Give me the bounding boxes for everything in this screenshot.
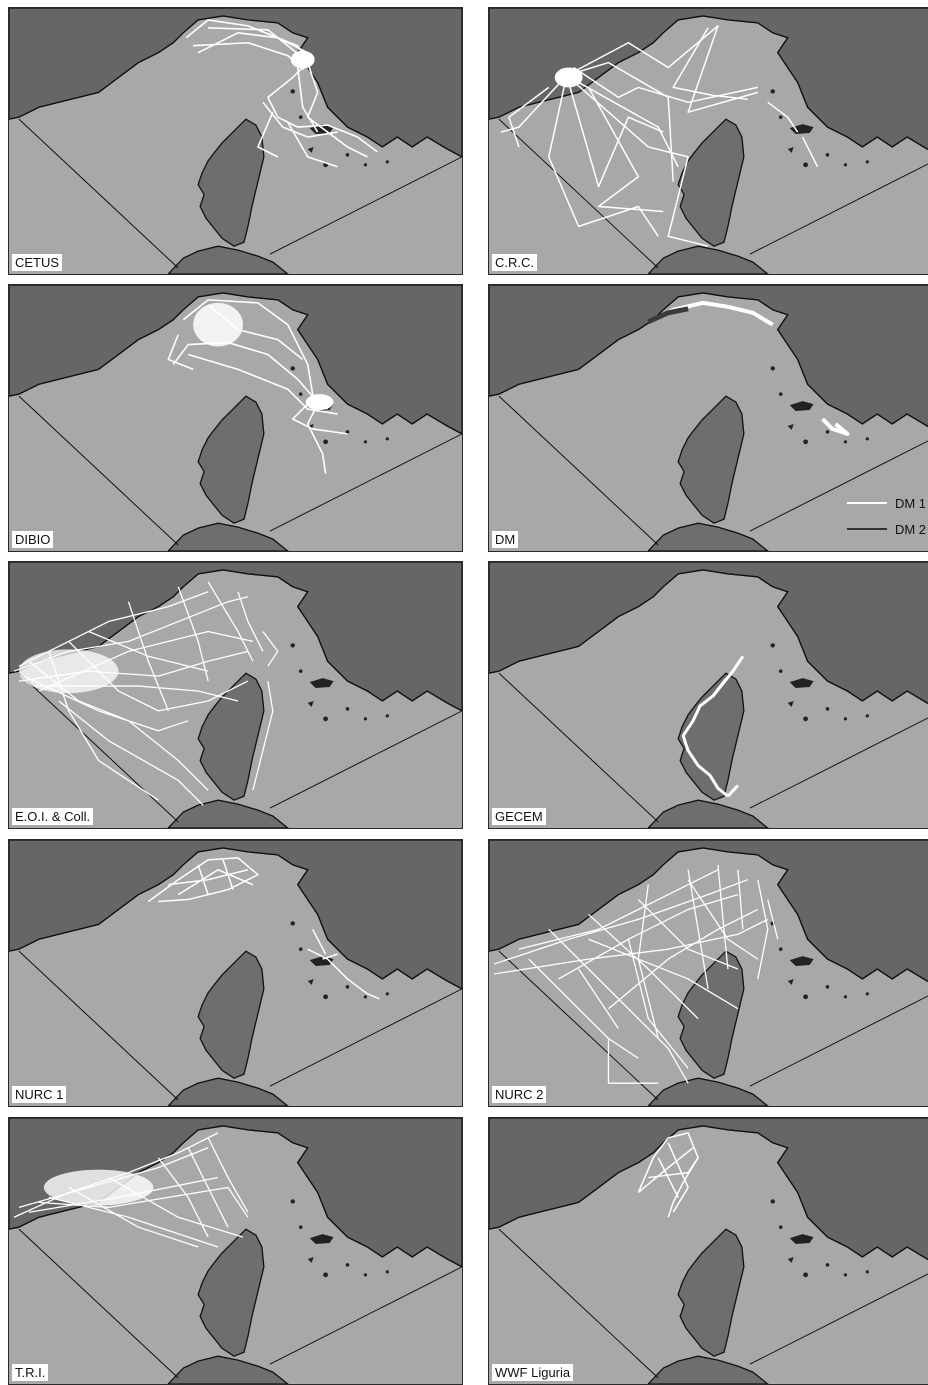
survey-tracks [13, 1132, 249, 1248]
legend-item-dm1: DM 1 [846, 490, 926, 516]
map-dibio [9, 285, 462, 551]
legend-swatch [846, 502, 887, 504]
survey-tracks [167, 299, 348, 474]
map-panel-eoi: E.O.I. & Coll. [8, 561, 463, 829]
panel-label: T.R.I. [12, 1364, 49, 1381]
map-gecem [489, 562, 928, 828]
map-panel-gecem: GECEM [488, 561, 928, 829]
map-crc [489, 8, 928, 274]
panel-label: CETUS [12, 254, 63, 271]
survey-tracks [185, 19, 378, 168]
map-tri [9, 1118, 462, 1384]
panel-label: E.O.I. & Coll. [12, 808, 94, 825]
survey-tracks [500, 25, 819, 247]
legend: DM 1 DM 2 [846, 490, 926, 542]
panel-label: GECEM [492, 808, 546, 825]
map-panel-dibio: DIBIO [8, 284, 463, 552]
map-panel-nurc2: NURC 2 [488, 839, 928, 1107]
survey-tracks [647, 300, 850, 436]
map-nurc2 [489, 840, 928, 1106]
legend-swatch [846, 528, 887, 530]
survey-tracks [13, 581, 279, 806]
map-panel-cetus: CETUS [8, 7, 463, 275]
panel-label: WWF Liguria [492, 1364, 574, 1381]
map-panel-wwf: WWF Liguria [488, 1117, 928, 1385]
map-cetus [9, 8, 462, 274]
map-wwf [489, 1118, 928, 1384]
survey-tracks [147, 857, 380, 1000]
survey-tracks [637, 1132, 699, 1218]
legend-item-dm2: DM 2 [846, 516, 926, 542]
legend-label: DM 1 [894, 495, 926, 511]
map-eoi [9, 562, 462, 828]
map-dm [489, 285, 928, 551]
map-panel-nurc1: NURC 1 [8, 839, 463, 1107]
survey-tracks [681, 655, 745, 798]
panel-label: DIBIO [12, 531, 54, 548]
map-nurc1 [9, 840, 462, 1106]
panel-label: NURC 2 [492, 1086, 547, 1103]
legend-label: DM 2 [894, 521, 926, 537]
map-panel-dm: DM DM 1 DM 2 [488, 284, 928, 552]
map-panel-tri: T.R.I. [8, 1117, 463, 1385]
survey-tracks [493, 864, 779, 1084]
panel-label: NURC 1 [12, 1086, 67, 1103]
map-panel-crc: C.R.C. [488, 7, 928, 275]
panel-label: C.R.C. [492, 254, 537, 271]
panel-label: DM [492, 531, 519, 548]
